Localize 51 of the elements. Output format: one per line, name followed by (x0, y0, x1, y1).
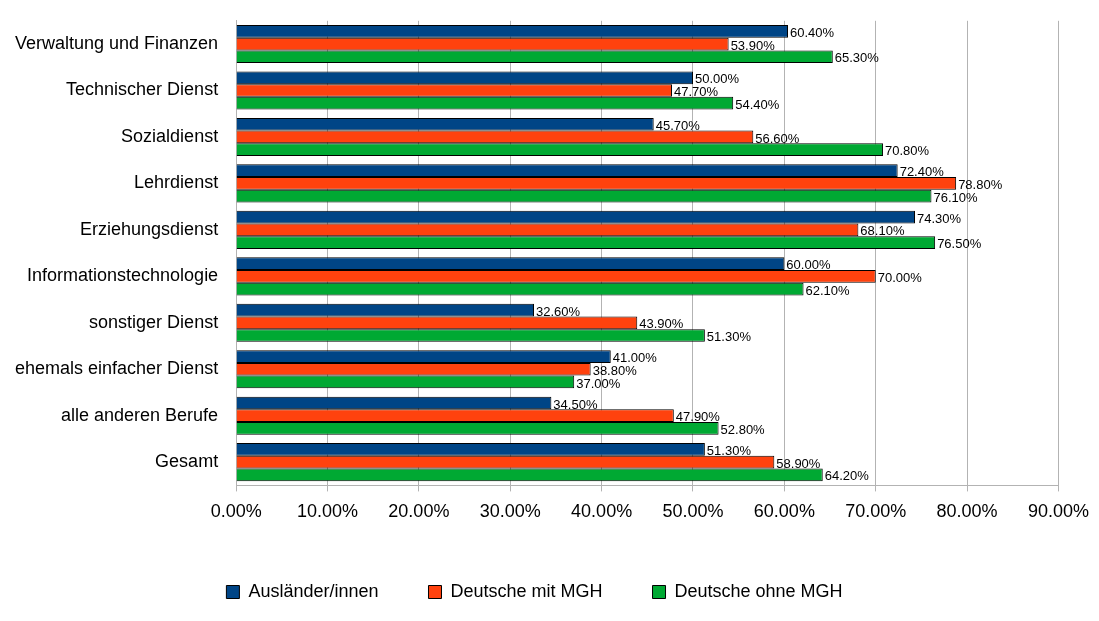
data-label: 76.50% (937, 236, 982, 252)
data-label: 64.20% (824, 468, 870, 484)
x-tick-label: 60.00% (753, 501, 815, 522)
y-tick-label: sonstiger Dienst (89, 311, 219, 332)
y-tick-label: Gesamt (155, 451, 219, 472)
data-label: 74.30% (917, 210, 962, 226)
data-label: 70.00% (877, 269, 923, 285)
data-label: 34.50% (553, 396, 598, 412)
data-label: 56.60% (755, 130, 800, 146)
y-tick-label: Verwaltung und Finanzen (14, 33, 219, 53)
x-tick-label: 50.00% (662, 501, 724, 522)
data-label: 54.40% (735, 96, 780, 112)
data-label: 50.00% (694, 71, 740, 87)
x-tick-label: 80.00% (936, 501, 998, 522)
data-label: 70.80% (885, 143, 930, 159)
x-tick-label: 0.00% (210, 501, 262, 522)
data-label: 52.80% (720, 421, 766, 437)
data-label: 58.90% (776, 455, 821, 471)
data-label: 53.90% (730, 37, 776, 53)
y-tick-label: Erziehungsdienst (80, 218, 219, 239)
data-label: 47.70% (673, 84, 719, 100)
data-label: 60.00% (786, 257, 831, 273)
y-tick-label: Lehrdienst (134, 172, 219, 193)
data-label: 65.30% (834, 50, 880, 66)
data-label: 68.10% (860, 223, 905, 239)
data-label: 60.40% (790, 24, 835, 40)
data-label: 47.90% (675, 409, 721, 425)
data-label: 78.80% (958, 176, 1003, 192)
legend-label: Deutsche mit MGH (450, 580, 603, 601)
x-tick-label: 30.00% (479, 501, 541, 522)
y-tick-label: Sozialdienst (121, 125, 219, 146)
y-tick-label: Informationstechnologie (27, 265, 219, 286)
legend-label: Deutsche ohne MGH (674, 580, 843, 601)
data-label: 51.30% (706, 329, 752, 345)
legend-label: Ausländer/innen (248, 580, 379, 601)
x-tick-label: 70.00% (845, 501, 907, 522)
x-tick-label: 40.00% (571, 501, 633, 522)
y-tick-label: ehemals einfacher Dienst (15, 358, 219, 379)
data-label: 76.10% (933, 189, 978, 205)
data-label: 37.00% (576, 375, 621, 391)
data-label: 51.30% (706, 443, 752, 459)
x-tick-label: 10.00% (296, 501, 359, 522)
data-label: 62.10% (805, 282, 851, 298)
y-tick-label: alle anderen Berufe (61, 404, 219, 425)
data-label: 72.40% (899, 164, 945, 180)
data-label: 45.70% (655, 117, 701, 133)
y-tick-label: Technischer Dienst (66, 79, 219, 100)
x-tick-label: 90.00% (1027, 501, 1090, 522)
data-label: 43.90% (639, 316, 684, 332)
data-label: 32.60% (536, 303, 581, 319)
x-tick-label: 20.00% (388, 501, 450, 522)
